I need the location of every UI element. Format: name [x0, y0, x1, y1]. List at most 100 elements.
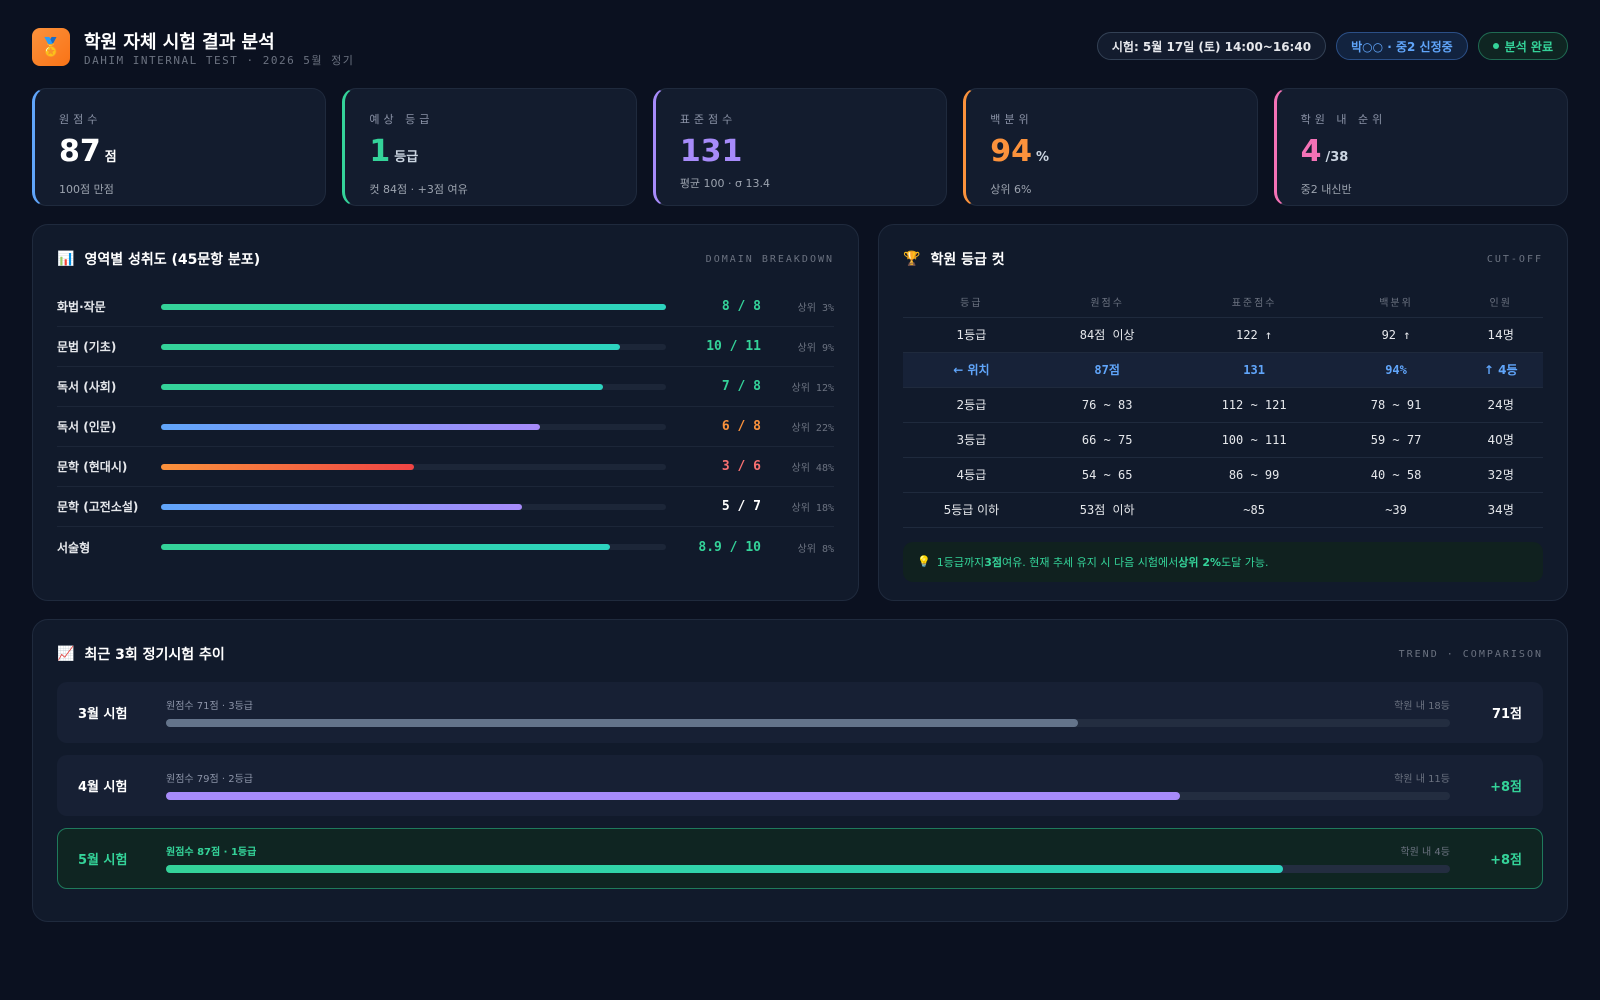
tag-group: 시험: 5월 17일 (토) 14:00~16:40 박○○ · 중2 신정중 분석…: [1096, 32, 1568, 60]
stat-unit: 등급: [394, 150, 419, 165]
stat-card: 표준점수 131 평균 100 · σ 13.4: [652, 88, 948, 206]
trend-detail: 원점수 79점 · 2등급: [166, 773, 254, 785]
domain-row: 서술형 8.9 / 10 상위 8%: [57, 527, 834, 567]
stat-unit: %: [1035, 150, 1049, 165]
table-cell: 4등급: [903, 457, 1040, 493]
domain-score: 8.9 / 10: [698, 539, 761, 555]
domain-row: 문법 (기초) 10 / 11 상위 9%: [57, 327, 834, 367]
progress-bar: [161, 463, 414, 470]
table-cell: 3등급: [903, 422, 1040, 458]
trend-body: 원점수 71점 · 3등급 학원 내 18등: [166, 697, 1450, 729]
stat-cards: 원점수 87 점 100점 만점 예상 등급 1 등급 컷 84점 · +3점 여유 표준점수 1…: [32, 88, 1569, 206]
grade-table: 등급 원점수 표준점수 백분위 인원 1등급 84점 이상 122 ↑ 92 ↑ 14명 ← 위치 8…: [903, 287, 1543, 528]
progress-bar: [161, 383, 603, 390]
panel-header: 🏆 학원 등급 컷 CUT-OFF: [903, 249, 1543, 269]
table-cell: 100 ~ 111: [1174, 422, 1334, 458]
domain-panel: 📊 영역별 성취도 (45문항 분포) DOMAIN BREAKDOWN 화법·작문 8…: [32, 224, 859, 601]
stat-unit: 점: [104, 150, 117, 165]
stat-value: 1: [369, 134, 391, 169]
trend-track: [166, 864, 1450, 873]
table-header: 등급 원점수 표준점수 백분위 인원: [903, 287, 1543, 318]
domain-rank: 상위 9%: [797, 343, 834, 354]
progress-bar: [161, 303, 666, 310]
table-cell: 53점 이하: [1039, 492, 1175, 528]
trend-result: +8점: [1490, 780, 1522, 795]
panel-header: 📈 최근 3회 정기시험 추이 TREND · COMPARISON: [57, 644, 1543, 664]
app-icon: 🏅: [32, 28, 70, 66]
panel-header: 📊 영역별 성취도 (45문항 분포) DOMAIN BREAKDOWN: [57, 249, 834, 269]
stat-card: 학원 내 순위 4/38 중2 내신반: [1273, 88, 1569, 206]
stat-note: 평균 100 · σ 13.4: [679, 177, 770, 190]
domain-name: 문학 (현대시): [57, 460, 128, 474]
table-cell: 78 ~ 91: [1333, 387, 1459, 423]
panel-title: 학원 등급 컷: [930, 252, 1005, 268]
domain-score: 8 / 8: [721, 299, 761, 314]
stat-value-row: 4/38: [1301, 135, 1543, 175]
table-row: 1등급 84점 이상 122 ↑ 92 ↑ 14명: [903, 317, 1543, 353]
progress-track: [161, 503, 666, 510]
column-header: 백분위: [1333, 287, 1459, 318]
domain-score: 10 / 11: [706, 339, 761, 354]
domain-score: 7 / 8: [721, 379, 761, 394]
stat-note: 100점 만점: [59, 183, 114, 196]
progress-bar: [161, 544, 611, 550]
stat-label: 학원 내 순위: [1300, 113, 1387, 126]
trend-result: 71점: [1491, 707, 1522, 722]
stat-value-row: 94%: [990, 135, 1232, 175]
tag-text: 분석 완료: [1504, 39, 1553, 54]
domain-rank: 상위 48%: [791, 463, 834, 474]
trend-name: 5월 시험: [78, 853, 128, 868]
stat-label: 표준점수: [679, 113, 737, 126]
table-cell: 1등급: [903, 317, 1040, 353]
page-subtitle: DAHIM INTERNAL TEST · 2026 5월 정기: [84, 54, 355, 67]
stat-value: 4: [1300, 134, 1322, 169]
table-cell: 32명: [1458, 457, 1543, 493]
stat-card: 예상 등급 1 등급 컷 84점 · +3점 여유: [342, 88, 637, 206]
table-cell: 131: [1174, 352, 1334, 388]
column-header: 인원: [1458, 287, 1543, 318]
table-cell: 40 ~ 58: [1333, 457, 1459, 493]
domain-rank: 상위 22%: [791, 423, 834, 434]
progress-track: [161, 463, 666, 470]
table-cell: 40명: [1458, 422, 1543, 458]
domain-name: 독서 (사회): [57, 380, 117, 394]
stat-note: 중2 내신반: [1300, 183, 1352, 196]
table-cell: 59 ~ 77: [1333, 422, 1459, 458]
trend-rank: 학원 내 18등: [1394, 700, 1450, 712]
table-cell: 87점: [1039, 352, 1175, 388]
domain-rank: 상위 8%: [797, 543, 834, 555]
panel-icon: 🏆: [903, 251, 921, 267]
trend-result: +8점: [1490, 853, 1522, 868]
stat-label: 예상 등급: [369, 113, 434, 126]
table-cell: 2등급: [903, 387, 1040, 423]
tip-text: 여유. 현재 추세 유지 시 다음 시험에서: [1001, 555, 1179, 569]
progress-track: [161, 383, 666, 390]
trend-rank: 학원 내 4등: [1400, 846, 1450, 858]
table-cell: 92 ↑: [1333, 317, 1459, 353]
progress-track: [161, 343, 666, 350]
panel-icon: 📈: [57, 646, 75, 662]
trend-panel: 📈 최근 3회 정기시험 추이 TREND · COMPARISON 3월 시험 원점수…: [32, 619, 1568, 922]
panel-tag: TREND · COMPARISON: [1398, 648, 1543, 660]
domain-name: 독서 (인문): [57, 420, 117, 434]
trend-row: 5월 시험 원점수 87점 · 1등급 학원 내 4등 +8점: [57, 828, 1543, 889]
trend-detail: 원점수 87점 · 1등급: [166, 846, 257, 858]
stat-note: 상위 6%: [990, 183, 1032, 196]
progress-track: [161, 303, 666, 310]
progress-bar: [161, 503, 522, 510]
trend-body: 원점수 87점 · 1등급 학원 내 4등: [166, 843, 1450, 875]
stat-value-row: 1 등급: [369, 135, 611, 175]
table-cell: ~85: [1174, 492, 1334, 528]
domain-name: 화법·작문: [57, 300, 106, 314]
tip-text: 도달 가능.: [1221, 555, 1269, 569]
tip-text: 상위 2%: [1178, 555, 1221, 569]
domain-rank: 상위 12%: [791, 383, 834, 394]
progress-track: [161, 544, 666, 550]
table-cell: 5등급 이하: [903, 492, 1040, 528]
domain-score: 5 / 7: [721, 499, 761, 514]
stat-value-row: 87 점: [59, 135, 301, 175]
table-cell: 14명: [1458, 317, 1543, 353]
trend-name: 4월 시험: [78, 780, 128, 795]
grade-panel: 🏆 학원 등급 컷 CUT-OFF 등급 원점수 표준점수 백분위 인원 1등급 84점 이상 12…: [878, 224, 1568, 601]
